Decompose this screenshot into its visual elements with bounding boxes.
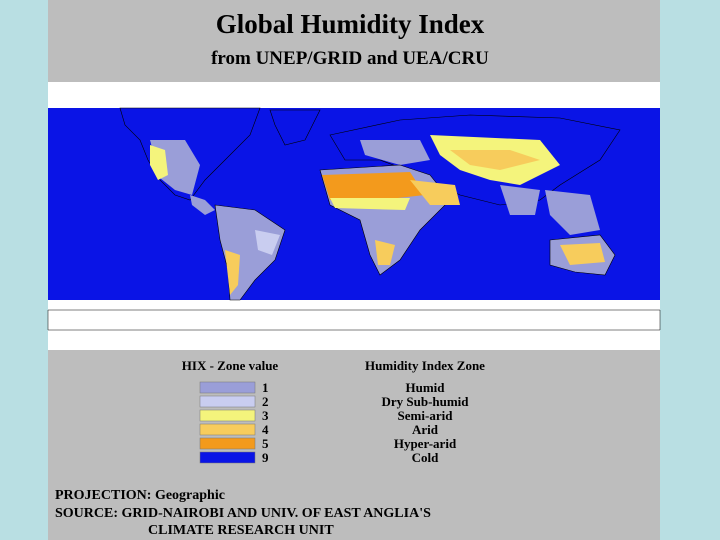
title: Global Humidity Index <box>216 9 485 39</box>
legend-zone: Dry Sub-humid <box>381 394 469 409</box>
legend-value: 2 <box>262 394 269 409</box>
projection: PROJECTION: Geographic <box>55 488 225 503</box>
legend-swatch <box>199 409 256 422</box>
legend-swatch <box>199 381 256 394</box>
legend-heading-zone: Humidity Index Zone <box>365 358 485 373</box>
legend-zone: Semi-arid <box>398 408 454 423</box>
legend-swatch <box>199 395 256 408</box>
legend-value: 1 <box>262 380 269 395</box>
legend-zone: Humid <box>405 380 445 395</box>
source-continued: CLIMATE RESEARCH UNIT <box>148 523 334 538</box>
projection-label: PROJECTION: <box>55 488 151 503</box>
map <box>47 82 661 350</box>
legend-value: 3 <box>262 408 269 423</box>
source: SOURCE: GRID-NAIROBI AND UNIV. OF EAST A… <box>55 506 431 521</box>
subtitle: from UNEP/GRID and UEA/CRU <box>211 48 489 69</box>
legend: HIX - Zone value Humidity Index Zone 1 Hu… <box>182 358 485 465</box>
legend-value: 9 <box>262 450 269 465</box>
legend-heading-value: HIX - Zone value <box>182 358 279 373</box>
source-label: SOURCE: <box>55 506 118 521</box>
projection-value: Geographic <box>155 488 225 503</box>
legend-value: 5 <box>262 436 269 451</box>
legend-swatch <box>199 437 256 450</box>
legend-swatch <box>199 423 256 436</box>
legend-zone: Cold <box>412 450 440 465</box>
legend-zone: Arid <box>412 422 439 437</box>
source-value: GRID-NAIROBI AND UNIV. OF EAST ANGLIA'S <box>122 506 432 521</box>
legend-zone: Hyper-arid <box>394 436 457 451</box>
legend-swatch <box>199 451 256 464</box>
legend-value: 4 <box>262 422 269 437</box>
